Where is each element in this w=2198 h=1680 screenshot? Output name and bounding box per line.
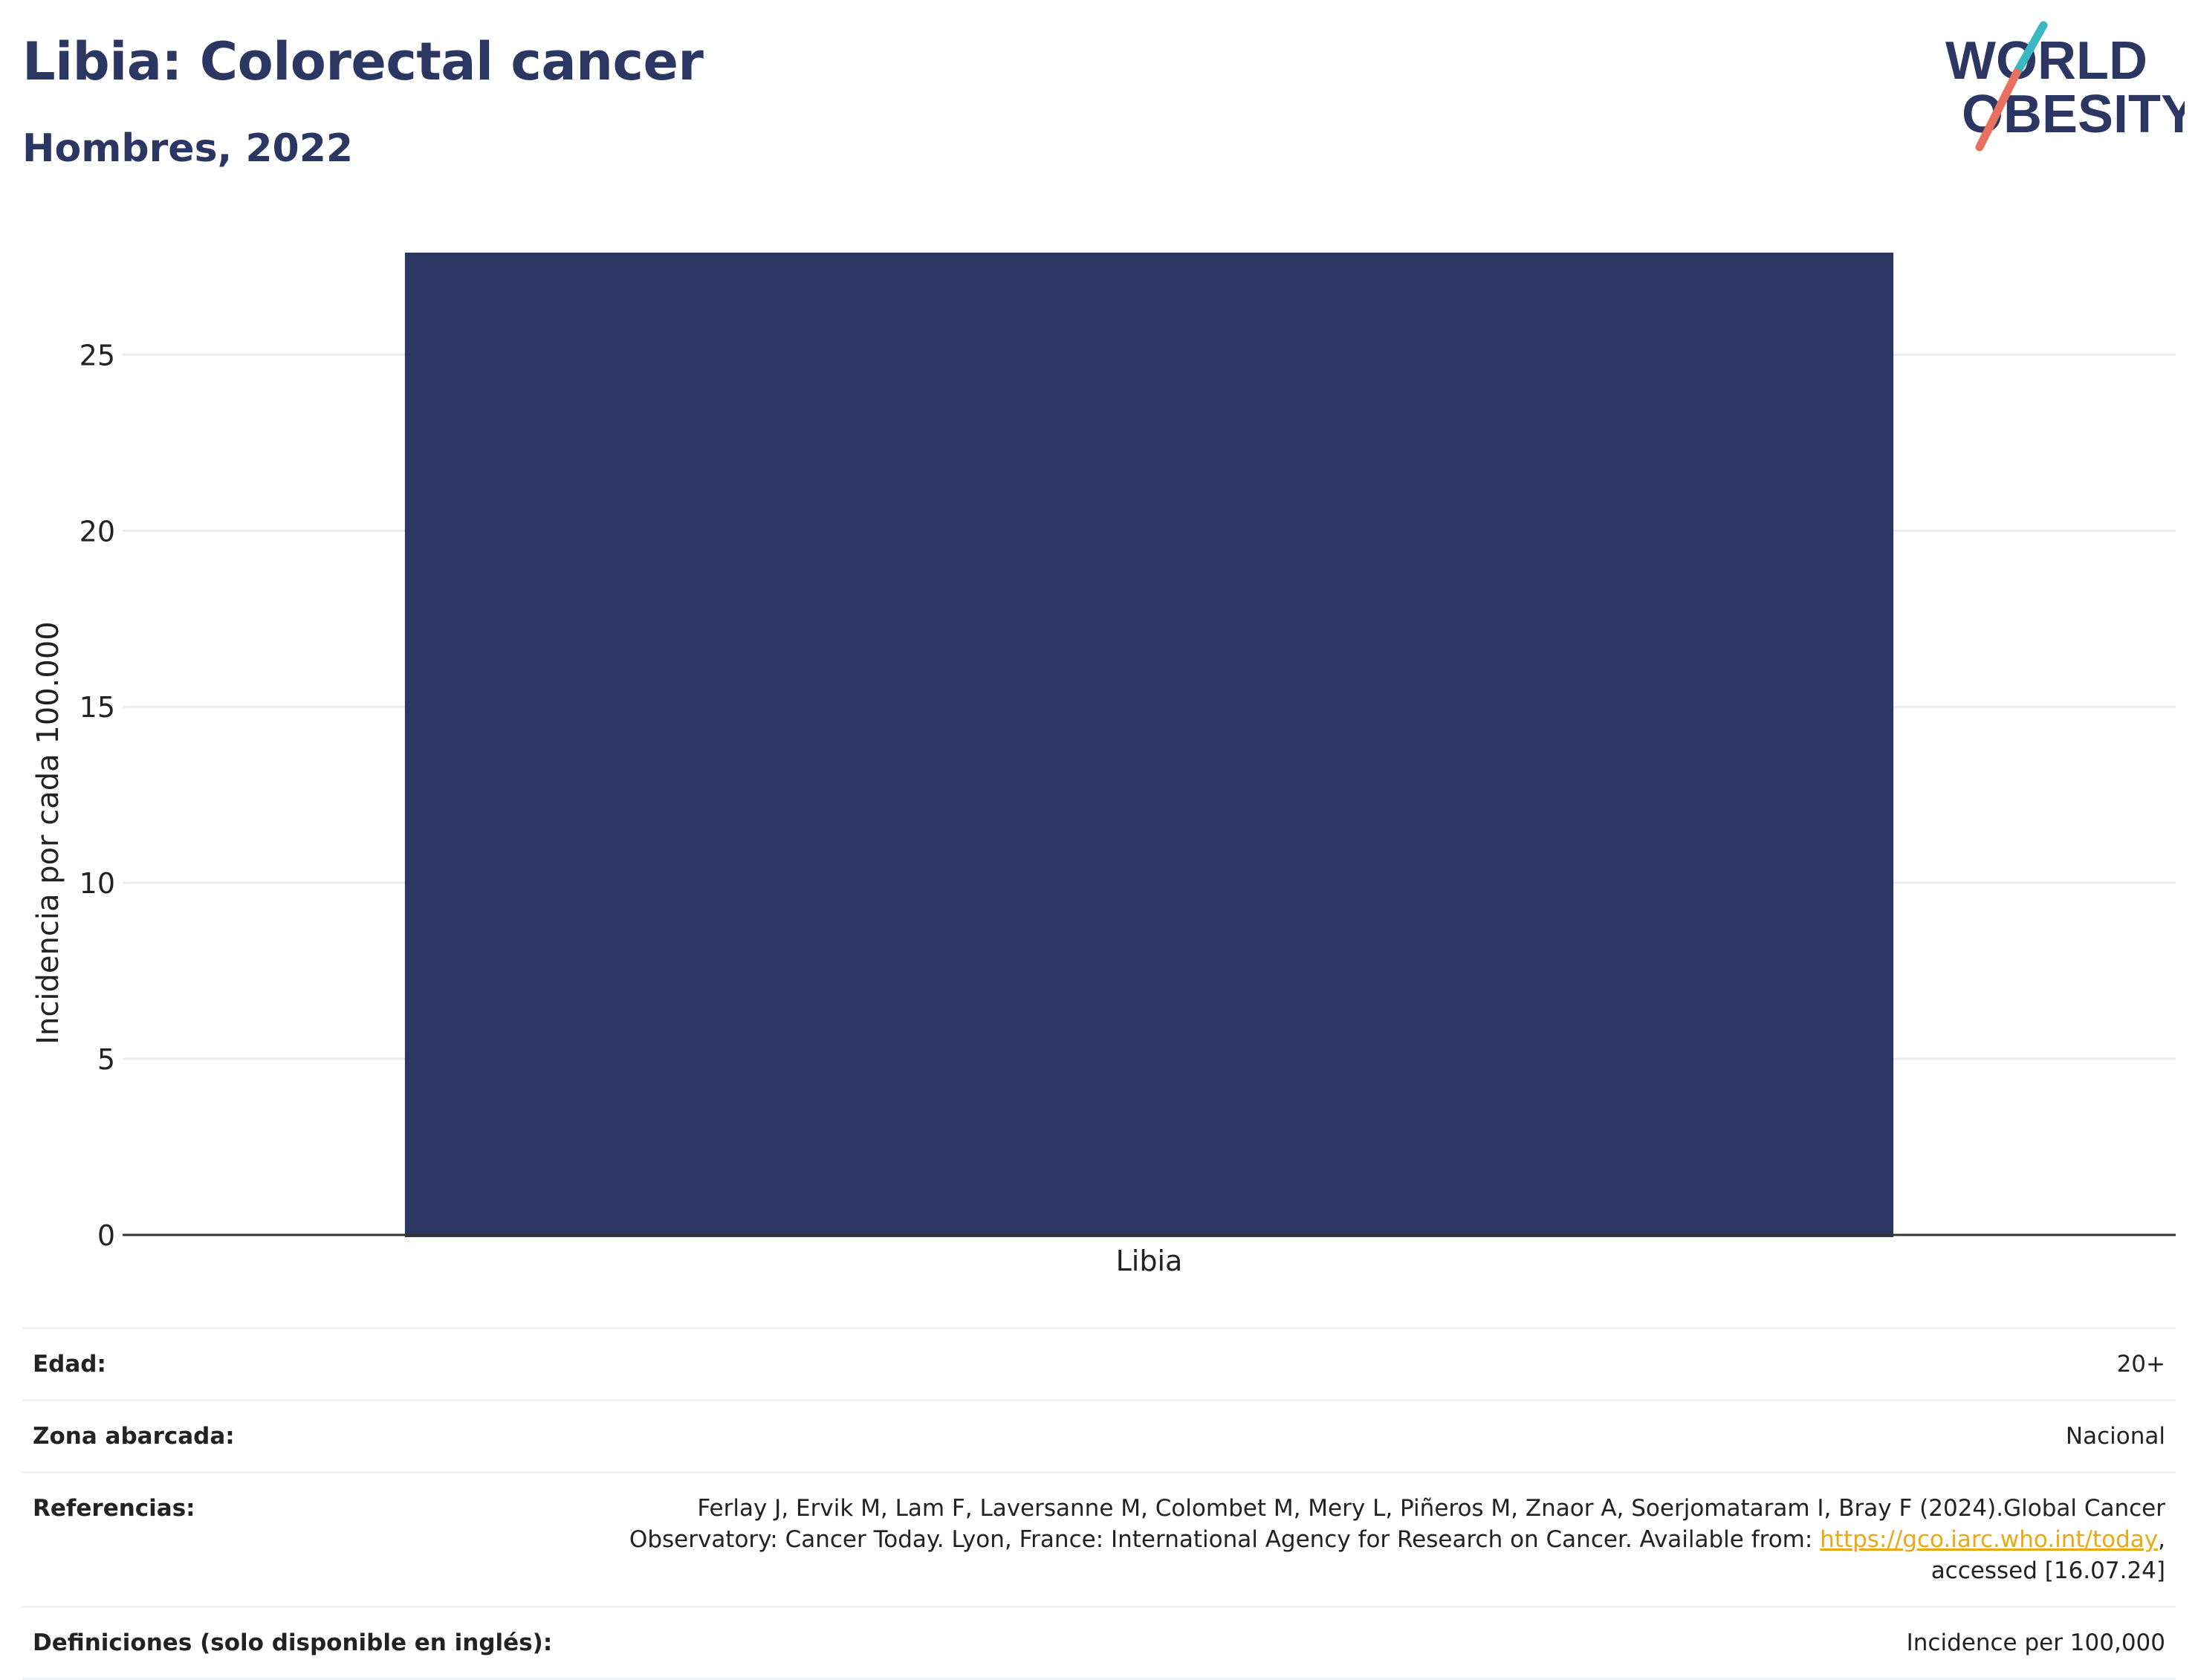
y-tick-label: 20 (80, 515, 115, 548)
y-tick-label: 25 (80, 339, 115, 372)
y-axis-label: Incidencia por cada 100.000 (31, 621, 65, 1045)
meta-label: Definiciones (solo disponible en inglés)… (33, 1629, 553, 1656)
meta-value: Incidence per 100,000 (1906, 1629, 2165, 1656)
bar-libia[interactable] (404, 253, 1894, 1237)
bars (404, 253, 1894, 1237)
meta-row-definitions: Definiciones (solo disponible en inglés)… (22, 1606, 2176, 1679)
reference-link[interactable]: https://gco.iarc.who.int/today (1820, 1526, 2159, 1553)
meta-row-age: Edad: 20+ (22, 1328, 2176, 1401)
reference-line3: accessed [16.07.24] (1930, 1557, 2165, 1584)
world-obesity-logo: WORLD OBESITY (1945, 21, 2185, 152)
meta-value: 20+ (2116, 1351, 2165, 1378)
x-tick-label: Libia (1116, 1245, 1183, 1277)
meta-label: Referencias: (33, 1495, 195, 1522)
meta-value: Ferlay J, Ervik M, Lam F, Laversanne M, … (563, 1473, 2176, 1607)
reference-line1: Ferlay J, Ervik M, Lam F, Laversanne M, … (697, 1495, 2165, 1522)
y-tick-label: 10 (80, 867, 115, 900)
meta-row-references: Referencias: Ferlay J, Ervik M, Lam F, L… (22, 1472, 2176, 1607)
meta-value: Nacional (2065, 1423, 2165, 1450)
y-tick-label: 0 (97, 1219, 115, 1252)
metadata-table: Edad: 20+ Zona abarcada: Nacional Refere… (22, 1327, 2176, 1680)
logo-line1: WORLD (1945, 31, 2147, 91)
meta-label: Edad: (33, 1351, 106, 1378)
reference-line2-end: , (2158, 1526, 2165, 1553)
meta-label: Zona abarcada: (33, 1423, 235, 1450)
y-tick-label: 5 (97, 1043, 115, 1076)
page-subtitle: Hombres, 2022 (22, 126, 354, 171)
y-tick-label: 15 (80, 691, 115, 724)
reference-line2: Observatory: Cancer Today. Lyon, France:… (629, 1526, 1821, 1553)
logo-slash-bottom (1975, 68, 2021, 152)
meta-row-coverage: Zona abarcada: Nacional (22, 1400, 2176, 1473)
bar-chart: 0 5 10 15 20 25 Libia Incidencia por cada 100… (31, 253, 2176, 1277)
y-tick-labels: 0 5 10 15 20 25 (80, 339, 115, 1252)
logo-slash-top (2012, 21, 2048, 77)
x-tick-labels: Libia (1116, 1245, 1183, 1277)
page-title: Libia: Colorectal cancer (22, 31, 704, 92)
